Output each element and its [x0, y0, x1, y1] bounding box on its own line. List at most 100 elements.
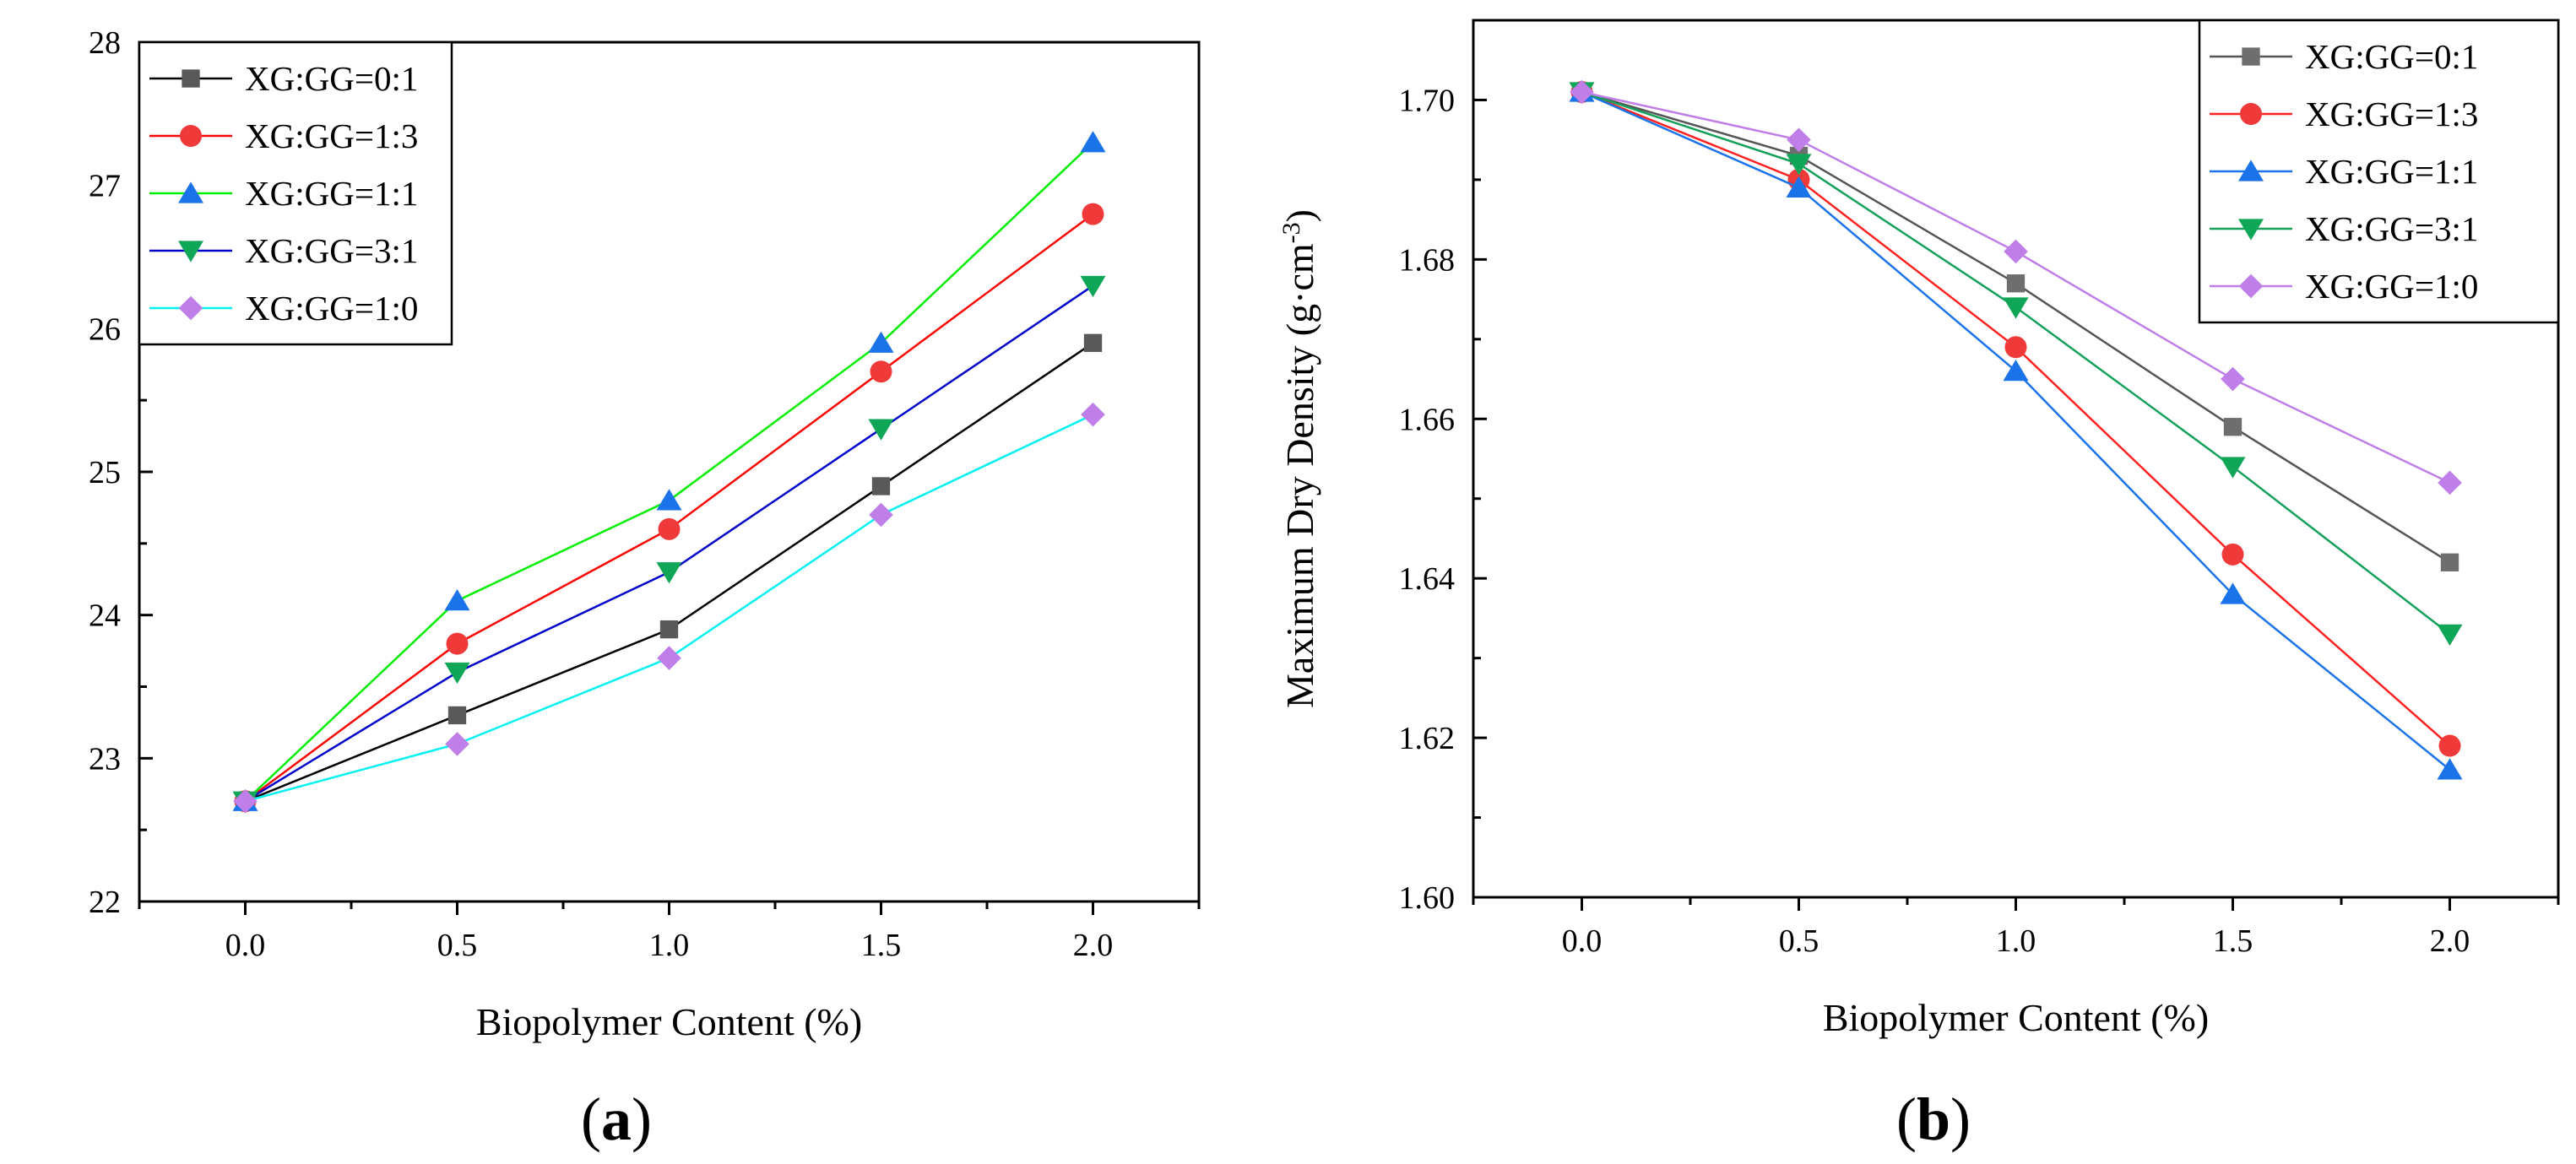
series-3: [1569, 80, 2463, 780]
data-point: [656, 489, 682, 511]
data-point: [2221, 543, 2244, 566]
legend-marker: [180, 125, 202, 147]
series-line: [245, 414, 1094, 803]
legend-item: XG:GG=0:1: [149, 59, 418, 98]
data-point: [1081, 402, 1105, 427]
y-tick-label: 27: [89, 169, 121, 204]
legend-item: XG:GG=1:0: [2210, 267, 2478, 306]
data-point: [2004, 336, 2027, 359]
legend: XG:GG=0:1 XG:GG=1:3 XG:GG=1:1 XG:GG=3:1 XG:G…: [138, 41, 453, 346]
data-point: [2003, 297, 2029, 319]
data-point: [2221, 366, 2245, 392]
series-1: [236, 333, 1103, 810]
legend-label: XG:GG=3:1: [245, 231, 418, 270]
y-tick-label: 1.66: [1399, 402, 1456, 437]
x-tick-label: 2.0: [2430, 923, 2470, 959]
data-point: [2220, 582, 2246, 604]
legend-item: XG:GG=0:1: [2210, 37, 2478, 76]
data-point: [1080, 275, 1106, 298]
data-point: [446, 632, 469, 655]
panel-label: (a): [581, 1085, 652, 1153]
x-tick-label: 1.5: [2213, 923, 2253, 959]
data-point: [2003, 359, 2029, 382]
data-point: [868, 419, 894, 441]
series-line: [244, 284, 1094, 803]
y-tick-label: 1.70: [1399, 83, 1456, 118]
legend-item: XG:GG=3:1: [2210, 209, 2478, 248]
legend-marker: [2238, 273, 2264, 299]
legend-label: XG:GG=3:1: [2305, 209, 2478, 248]
data-point: [656, 562, 682, 584]
legend-item: XG:GG=3:1: [149, 231, 418, 270]
x-tick-label: 0.5: [1779, 923, 1819, 959]
x-tick-label: 1.5: [861, 928, 902, 963]
y-tick-label: 28: [89, 25, 121, 61]
y-tick-label: 23: [89, 741, 121, 777]
data-point: [2006, 274, 2026, 293]
y-tick-label: 1.68: [1399, 242, 1456, 278]
x-tick-label: 0.5: [437, 928, 478, 963]
data-point: [2220, 457, 2246, 479]
data-point: [447, 706, 467, 725]
data-point: [2437, 624, 2463, 646]
x-tick-label: 2.0: [1073, 928, 1114, 963]
legend-marker: [2237, 160, 2264, 181]
data-point: [2438, 734, 2461, 757]
legend-item: XG:GG=1:1: [149, 174, 418, 213]
data-point: [2223, 418, 2242, 436]
legend-label: XG:GG=1:3: [245, 116, 418, 155]
data-point: [868, 331, 894, 353]
legend-marker: [2237, 219, 2264, 241]
legend-label: XG:GG=1:1: [245, 174, 418, 213]
data-point: [233, 788, 258, 814]
data-point: [870, 360, 892, 383]
chart-panel-b: 1.60 1.62 1.64 1.66 1.68 1.70 0.0 0.5 1.0 1.5 2.0 B…: [1277, 19, 2560, 1153]
series-4: [232, 275, 1106, 813]
y-tick-label: 22: [89, 885, 121, 920]
data-point: [1786, 176, 1812, 198]
data-point: [1083, 333, 1103, 352]
y-tick-label: 1.62: [1399, 721, 1456, 756]
legend-label: XG:GG=1:1: [2305, 152, 2478, 191]
legend-marker: [182, 69, 200, 88]
x-tick-label: 1.0: [649, 928, 690, 963]
data-point: [2004, 239, 2028, 264]
series-5: [1570, 79, 2462, 495]
data-point: [444, 662, 470, 685]
legend-label: XG:GG=1:0: [2305, 267, 2478, 306]
legend-label: XG:GG=0:1: [2305, 37, 2478, 76]
data-point: [1570, 79, 1594, 105]
data-point: [1787, 127, 1811, 152]
legend-item: XG:GG=1:3: [149, 116, 418, 155]
data-point: [657, 646, 681, 670]
data-point: [2437, 758, 2463, 780]
x-tick-label: 1.0: [1996, 923, 2036, 959]
data-point: [658, 517, 681, 540]
legend-marker: [177, 241, 204, 263]
legend-marker: [177, 181, 204, 203]
legend-label: XG:GG=0:1: [245, 59, 418, 98]
data-point: [445, 732, 469, 756]
legend-item: XG:GG=1:0: [149, 289, 418, 328]
x-axis-label: Biopolymer Content (%): [476, 1000, 862, 1043]
legend-item: XG:GG=1:3: [2210, 95, 2478, 133]
data-point: [2438, 470, 2462, 495]
x-axis-label: Biopolymer Content (%): [1823, 996, 2209, 1039]
x-tick-label: 0.0: [1562, 923, 1603, 959]
legend-label: XG:GG=1:3: [2305, 95, 2478, 133]
data-point: [1082, 203, 1104, 225]
y-tick-label: 1.64: [1399, 561, 1456, 597]
y-tick-label: 1.60: [1399, 880, 1456, 916]
data-point: [1786, 154, 1812, 176]
data-point: [869, 502, 893, 528]
y-tick-label: 26: [89, 311, 121, 347]
panel-label: (b): [1896, 1085, 1971, 1153]
data-point: [1080, 131, 1106, 153]
chart-panel-a: 22 23 24 25 26 27 28 0.0 0.5 1.0 1.5 2.0 Biopolymer …: [89, 25, 1201, 1153]
legend-marker: [2240, 103, 2262, 125]
data-point: [659, 620, 679, 639]
y-axis-label: Maximum Dry Density (g·cm-3): [1277, 209, 1322, 708]
series-5: [233, 402, 1105, 814]
data-point: [2440, 553, 2459, 571]
